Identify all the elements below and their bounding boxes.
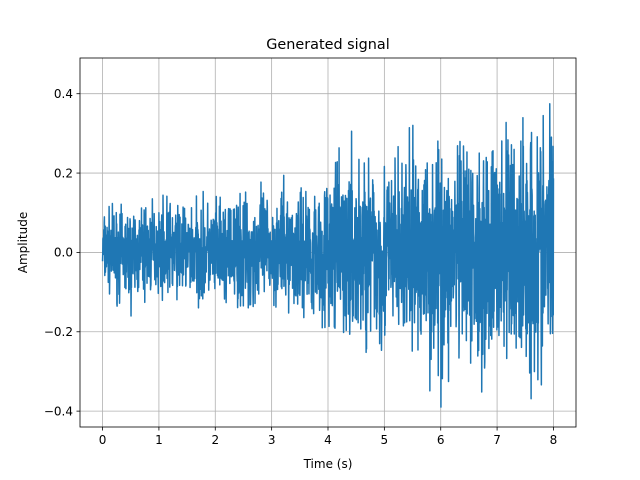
y-tick-label: 0.2 [54, 166, 73, 180]
y-tick-label: −0.4 [44, 404, 73, 418]
chart-title: Generated signal [266, 37, 390, 53]
x-tick-label: 5 [381, 433, 389, 447]
x-tick-label: 7 [493, 433, 501, 447]
x-tick-label: 1 [155, 433, 163, 447]
y-tick-label: −0.2 [44, 325, 73, 339]
y-tick-label: 0.0 [54, 246, 73, 260]
x-axis-label: Time (s) [303, 457, 353, 471]
y-tick-label: 0.4 [54, 87, 73, 101]
x-tick-label: 8 [550, 433, 558, 447]
x-tick-label: 3 [268, 433, 276, 447]
y-axis-label: Amplitude [16, 212, 30, 274]
ticks: 0 1 2 3 4 5 6 7 8 −0.4 −0.2 0.0 0.2 0.4 [44, 87, 557, 447]
x-tick-label: 2 [211, 433, 219, 447]
signal-line [101, 103, 555, 408]
x-tick-label: 4 [324, 433, 332, 447]
x-tick-label: 0 [99, 433, 107, 447]
x-tick-label: 6 [437, 433, 445, 447]
series-layer [101, 103, 555, 408]
